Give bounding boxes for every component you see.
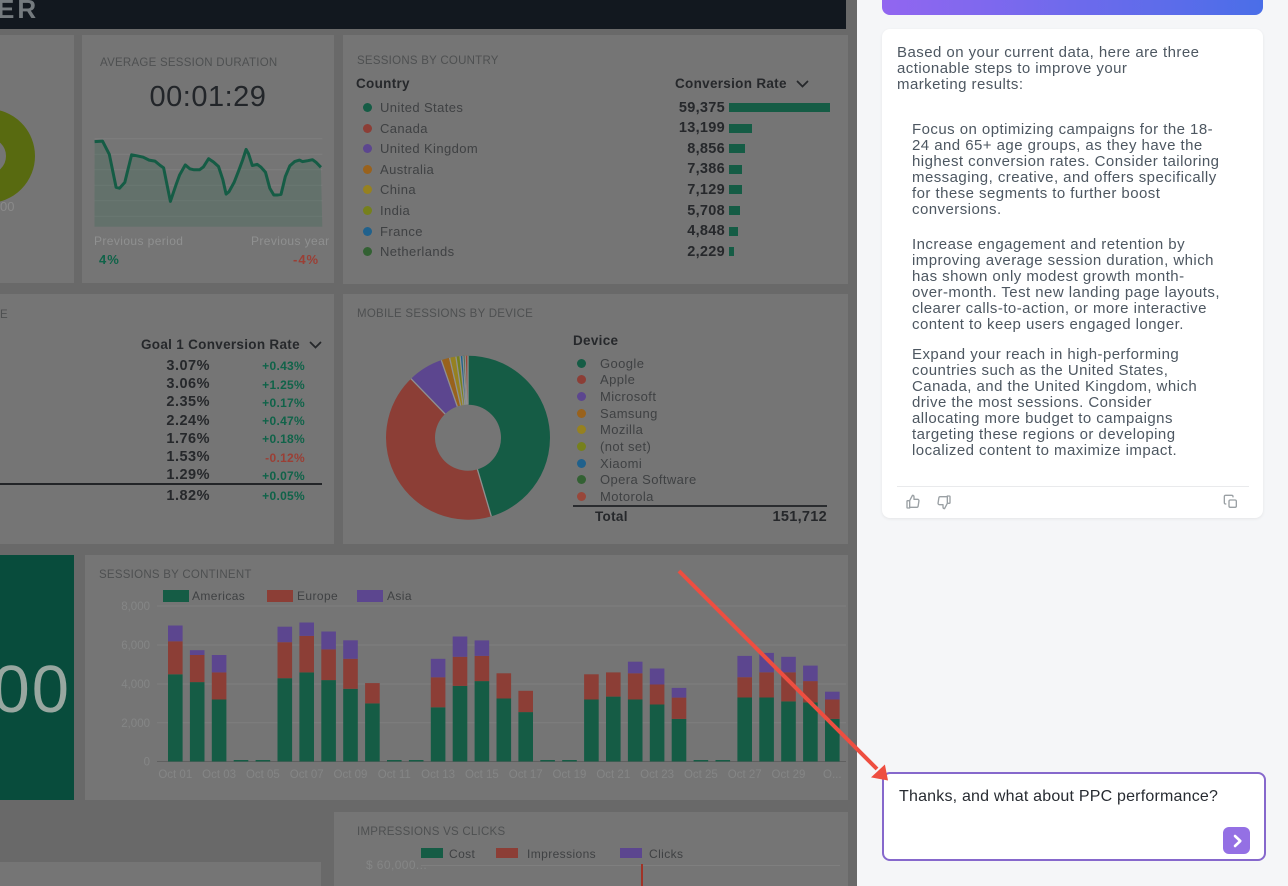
svg-text:6,000: 6,000: [121, 640, 150, 652]
svg-text:8,000: 8,000: [121, 601, 150, 613]
svg-text:Oct 01: Oct 01: [158, 769, 192, 781]
svg-text:Oct 25: Oct 25: [684, 769, 718, 781]
svg-text:4,000: 4,000: [121, 679, 150, 691]
svg-text:Oct 17: Oct 17: [509, 769, 543, 781]
svg-text:Oct 29: Oct 29: [772, 769, 806, 781]
svg-text:Oct 11: Oct 11: [378, 769, 411, 781]
svg-text:Oct 27: Oct 27: [728, 769, 762, 781]
svg-text:Oct 15: Oct 15: [465, 769, 499, 781]
svg-text:Oct 07: Oct 07: [290, 769, 324, 781]
svg-text:Oct 21: Oct 21: [596, 769, 630, 781]
svg-text:Oct 13: Oct 13: [421, 769, 455, 781]
svg-text:Oct 19: Oct 19: [553, 769, 587, 781]
svg-text:0: 0: [144, 757, 150, 769]
svg-text:Oct 05: Oct 05: [246, 769, 280, 781]
svg-text:2,000: 2,000: [121, 718, 150, 730]
svg-text:Oct 09: Oct 09: [334, 769, 368, 781]
svg-text:Oct 03: Oct 03: [202, 769, 236, 781]
svg-text:O...: O...: [823, 769, 842, 781]
svg-text:Oct 23: Oct 23: [640, 769, 674, 781]
